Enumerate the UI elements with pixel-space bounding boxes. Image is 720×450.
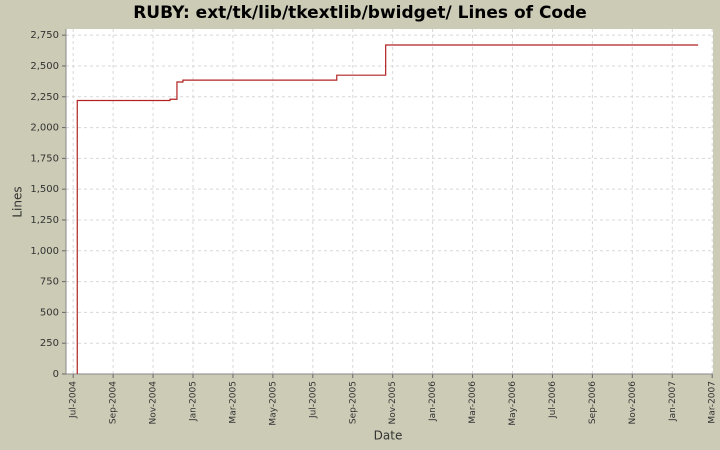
x-tick-label: May-2005 xyxy=(268,381,278,426)
plot-area xyxy=(66,29,713,374)
x-tick-label: Jul-2005 xyxy=(308,381,318,419)
x-tick-label: Mar-2005 xyxy=(228,381,238,424)
y-tick-label: 1,000 xyxy=(30,246,59,257)
y-tick-label: 750 xyxy=(40,277,59,288)
x-tick-label: Mar-2007 xyxy=(708,381,718,424)
x-axis-label: Date xyxy=(374,429,403,443)
x-tick-label: Nov-2004 xyxy=(149,381,159,425)
x-tick-label: Sep-2004 xyxy=(109,381,119,424)
x-tick-label: Jul-2006 xyxy=(548,381,558,419)
y-tick-label: 250 xyxy=(40,338,59,349)
x-tick-label: Nov-2005 xyxy=(388,381,398,424)
y-tick-label: 1,250 xyxy=(30,215,59,226)
y-tick-label: 2,500 xyxy=(30,61,59,72)
y-tick-label: 500 xyxy=(40,307,59,318)
y-axis-label: Lines xyxy=(11,186,25,217)
x-tick-label: Jan-2006 xyxy=(428,381,438,422)
x-tick-label: Jan-2007 xyxy=(668,381,678,422)
y-tick-label: 0 xyxy=(53,369,59,380)
x-tick-label: Nov-2006 xyxy=(628,381,638,425)
chart-title: RUBY: ext/tk/lib/tkextlib/bwidget/ Lines… xyxy=(133,3,587,23)
x-tick-label: Sep-2006 xyxy=(588,381,598,424)
x-tick-label: Jan-2005 xyxy=(189,381,199,422)
x-tick-label: May-2006 xyxy=(508,381,518,426)
x-tick-label: Jul-2004 xyxy=(69,381,79,419)
y-tick-label: 1,500 xyxy=(30,184,59,195)
y-tick-label: 2,000 xyxy=(30,123,59,134)
y-tick-label: 2,750 xyxy=(30,30,59,41)
series-line xyxy=(76,44,699,374)
y-tick-label: 1,750 xyxy=(30,153,59,164)
y-tick-label: 2,250 xyxy=(30,92,59,103)
x-tick-label: Sep-2005 xyxy=(348,381,358,424)
x-tick-label: Mar-2006 xyxy=(468,381,478,424)
